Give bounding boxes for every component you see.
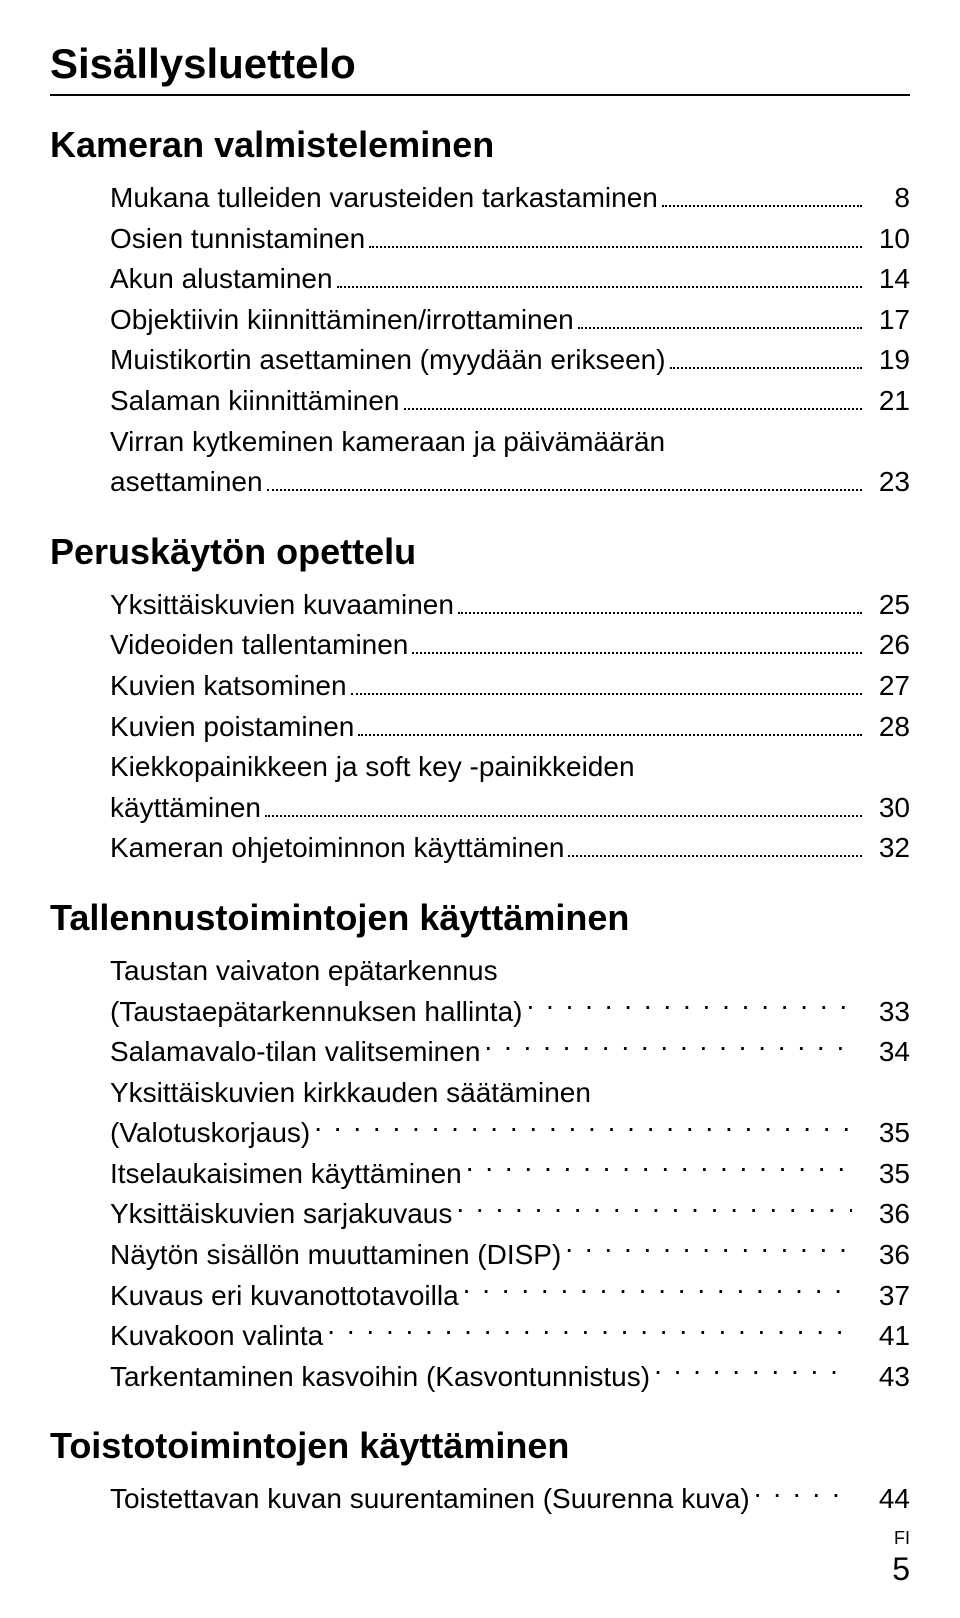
leader-dots: [654, 1358, 852, 1386]
section-heading: Kameran valmisteleminen: [50, 124, 910, 166]
toc-page-number: 10: [866, 219, 910, 260]
leader-dots: [456, 1195, 852, 1223]
toc-entry-label: Yksittäiskuvien sarjakuvaus: [110, 1194, 452, 1235]
toc-entry-label: Toistettavan kuvan suurentaminen (Suuren…: [110, 1479, 750, 1520]
toc-page-number: 19: [866, 340, 910, 381]
toc-entry-label: Kiekkopainikkeen ja soft key -painikkeid…: [110, 747, 910, 788]
leader-dots: [754, 1480, 852, 1508]
toc-entry-label: Videoiden tallentaminen: [110, 625, 408, 666]
toc-entry-label: Yksittäiskuvien kuvaaminen: [110, 585, 454, 626]
leader-dots: [568, 854, 862, 857]
toc-entry: Mukana tulleiden varusteiden tarkastamin…: [110, 178, 910, 219]
toc-entry-label: Virran kytkeminen kameraan ja päivämäärä…: [110, 422, 910, 463]
toc-entry: Muistikortin asettaminen (myydään erikse…: [110, 340, 910, 381]
page-title: Sisällysluettelo: [50, 40, 910, 96]
page-footer: FI 5: [50, 1528, 910, 1588]
leader-dots: [404, 407, 863, 410]
leader-dots: [314, 1114, 852, 1142]
toc-page-number: 35: [856, 1154, 910, 1195]
toc-page-number: 37: [856, 1276, 910, 1317]
leader-dots: [565, 1236, 852, 1264]
toc-page-number: 44: [856, 1479, 910, 1520]
toc-entry: Salamavalo-tilan valitseminen 34: [110, 1032, 910, 1073]
toc-entry: Virran kytkeminen kameraan ja päivämäärä…: [110, 422, 910, 503]
toc-entry: Kameran ohjetoiminnon käyttäminen 32: [110, 828, 910, 869]
toc-entry-label: Salamavalo-tilan valitseminen: [110, 1032, 480, 1073]
toc-page-number: 33: [856, 992, 910, 1033]
leader-dots: [369, 245, 862, 248]
leader-dots: [358, 733, 862, 736]
toc-entry-label: Muistikortin asettaminen (myydään erikse…: [110, 340, 666, 381]
toc-entry-label: Salaman kiinnittäminen: [110, 381, 400, 422]
toc-page-number: 14: [866, 259, 910, 300]
leader-dots: [458, 611, 862, 614]
toc-page-number: 21: [866, 381, 910, 422]
toc-page-number: 36: [856, 1194, 910, 1235]
section-heading: Toistotoimintojen käyttäminen: [50, 1425, 910, 1467]
table-of-contents: Kameran valmisteleminen Mukana tulleiden …: [50, 124, 910, 1520]
toc-entry: Salaman kiinnittäminen 21: [110, 381, 910, 422]
toc-page-number: 8: [866, 178, 910, 219]
leader-dots: [578, 326, 862, 329]
toc-entry-label: Mukana tulleiden varusteiden tarkastamin…: [110, 178, 658, 219]
section-heading: Tallennustoimintojen käyttäminen: [50, 897, 910, 939]
toc-entry-label: Itselaukaisimen käyttäminen: [110, 1154, 462, 1195]
leader-dots: [351, 692, 862, 695]
toc-page-number: 17: [866, 300, 910, 341]
footer-lang: FI: [894, 1528, 910, 1549]
toc-page-number: 28: [866, 707, 910, 748]
toc-entry: Osien tunnistaminen 10: [110, 219, 910, 260]
leader-dots: [670, 366, 862, 369]
toc-page-number: 43: [856, 1357, 910, 1398]
toc-entry-label: asettaminen: [110, 462, 263, 503]
toc-page-number: 32: [866, 828, 910, 869]
leader-dots: [337, 285, 862, 288]
leader-dots: [466, 1155, 852, 1183]
toc-entry-label: Kuvakoon valinta: [110, 1316, 323, 1357]
leader-dots: [265, 814, 862, 817]
toc-entry-label: käyttäminen: [110, 788, 261, 829]
leader-dots: [327, 1317, 852, 1345]
leader-dots: [412, 651, 862, 654]
footer-page-number: 5: [892, 1551, 910, 1588]
toc-entry-label: (Taustaepätarkennuksen hallinta): [110, 992, 522, 1033]
toc-entry: Kiekkopainikkeen ja soft key -painikkeid…: [110, 747, 910, 828]
leader-dots: [484, 1033, 852, 1061]
toc-page-number: 26: [866, 625, 910, 666]
toc-entry: Kuvien poistaminen 28: [110, 707, 910, 748]
toc-entry-label: Osien tunnistaminen: [110, 219, 365, 260]
toc-page-number: 34: [856, 1032, 910, 1073]
toc-entry: Tarkentaminen kasvoihin (Kasvontunnistus…: [110, 1357, 910, 1398]
toc-entry-label: Tarkentaminen kasvoihin (Kasvontunnistus…: [110, 1357, 650, 1398]
leader-dots: [267, 488, 862, 491]
toc-entry-label: Objektiivin kiinnittäminen/irrottaminen: [110, 300, 574, 341]
toc-entry: Videoiden tallentaminen 26: [110, 625, 910, 666]
toc-entry: Kuvien katsominen 27: [110, 666, 910, 707]
leader-dots: [463, 1277, 852, 1305]
toc-entry-label: (Valotuskorjaus): [110, 1113, 310, 1154]
toc-page-number: 36: [856, 1235, 910, 1276]
toc-page-number: 41: [856, 1316, 910, 1357]
toc-page-number: 30: [866, 788, 910, 829]
toc-entry-label: Kuvien poistaminen: [110, 707, 354, 748]
toc-page-number: 25: [866, 585, 910, 626]
toc-entry: Objektiivin kiinnittäminen/irrottaminen 1…: [110, 300, 910, 341]
toc-entry: Yksittäiskuvien kuvaaminen 25: [110, 585, 910, 626]
toc-entry-label: Akun alustaminen: [110, 259, 333, 300]
leader-dots: [526, 993, 852, 1021]
toc-page-number: 27: [866, 666, 910, 707]
toc-page-number: 35: [856, 1113, 910, 1154]
toc-page-number: 23: [866, 462, 910, 503]
section-heading: Peruskäytön opettelu: [50, 531, 910, 573]
toc-entry-label: Kuvien katsominen: [110, 666, 347, 707]
toc-entry-label: Kameran ohjetoiminnon käyttäminen: [110, 828, 564, 869]
leader-dots: [662, 204, 862, 207]
toc-entry: Toistettavan kuvan suurentaminen (Suuren…: [110, 1479, 910, 1520]
toc-entry: Akun alustaminen 14: [110, 259, 910, 300]
